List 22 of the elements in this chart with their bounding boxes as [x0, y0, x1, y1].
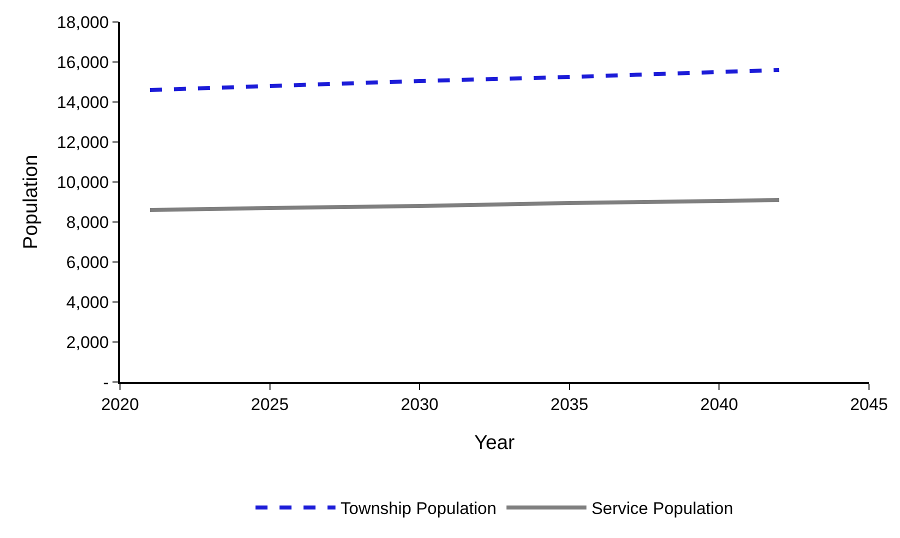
y-tick-label: 8,000: [66, 212, 109, 232]
y-tick-label: 4,000: [66, 292, 109, 312]
x-axis-title: Year: [474, 432, 516, 454]
x-tick-label: 2025: [250, 395, 289, 414]
line-series: [148, 198, 782, 212]
x-tick-label: 2030: [400, 395, 439, 414]
y-tick-label: 16,000: [56, 52, 109, 72]
y-tick-label: 12,000: [56, 132, 109, 152]
y-tick-label: 2,000: [66, 332, 109, 352]
y-tick-label: -: [103, 372, 109, 392]
y-tick-label: 6,000: [66, 252, 109, 272]
legend-label: Township Population: [340, 499, 496, 518]
y-tick-label: 10,000: [56, 172, 109, 192]
line-series: [148, 68, 782, 92]
y-tick-label: 14,000: [56, 92, 109, 112]
x-tick-label: 2040: [700, 395, 738, 414]
x-tick-label: 2035: [550, 395, 588, 414]
y-axis-title: Population: [20, 154, 42, 250]
x-tick-label: 2045: [850, 395, 888, 414]
legend-label: Service Population: [591, 499, 734, 518]
y-tick-label: 18,000: [56, 12, 109, 32]
x-tick-label: 2020: [101, 395, 139, 414]
